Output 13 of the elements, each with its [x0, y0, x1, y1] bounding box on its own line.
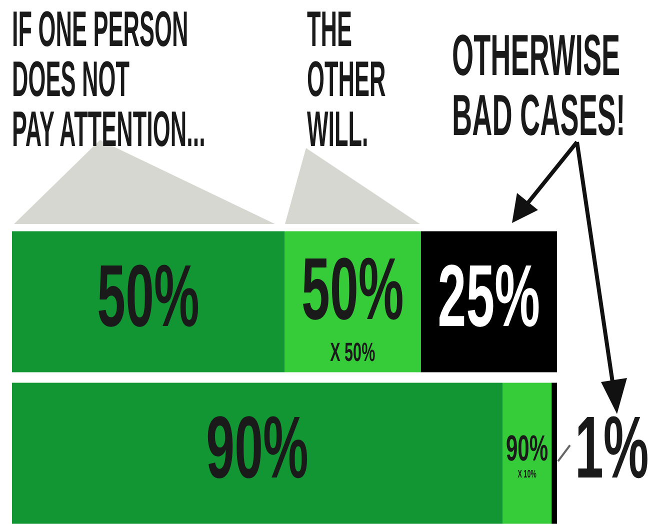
bar — [12, 231, 284, 372]
annotation: 90% X 10% — [506, 428, 548, 480]
annotation: 50% X 50% — [302, 240, 404, 368]
data-label: 50% — [97, 248, 200, 346]
bar — [502, 382, 552, 524]
text: IF ONE PERSON DOES NOT PAY ATTENTION... — [12, 1, 206, 157]
bar — [552, 382, 557, 524]
data-label: 25% — [438, 248, 540, 346]
data-label: 1% — [575, 399, 649, 498]
data-label: 90% — [206, 399, 308, 498]
text: OTHERWISE BAD CASES! — [452, 23, 626, 148]
text: THE OTHER WILL. — [307, 1, 386, 157]
bar — [12, 382, 502, 524]
